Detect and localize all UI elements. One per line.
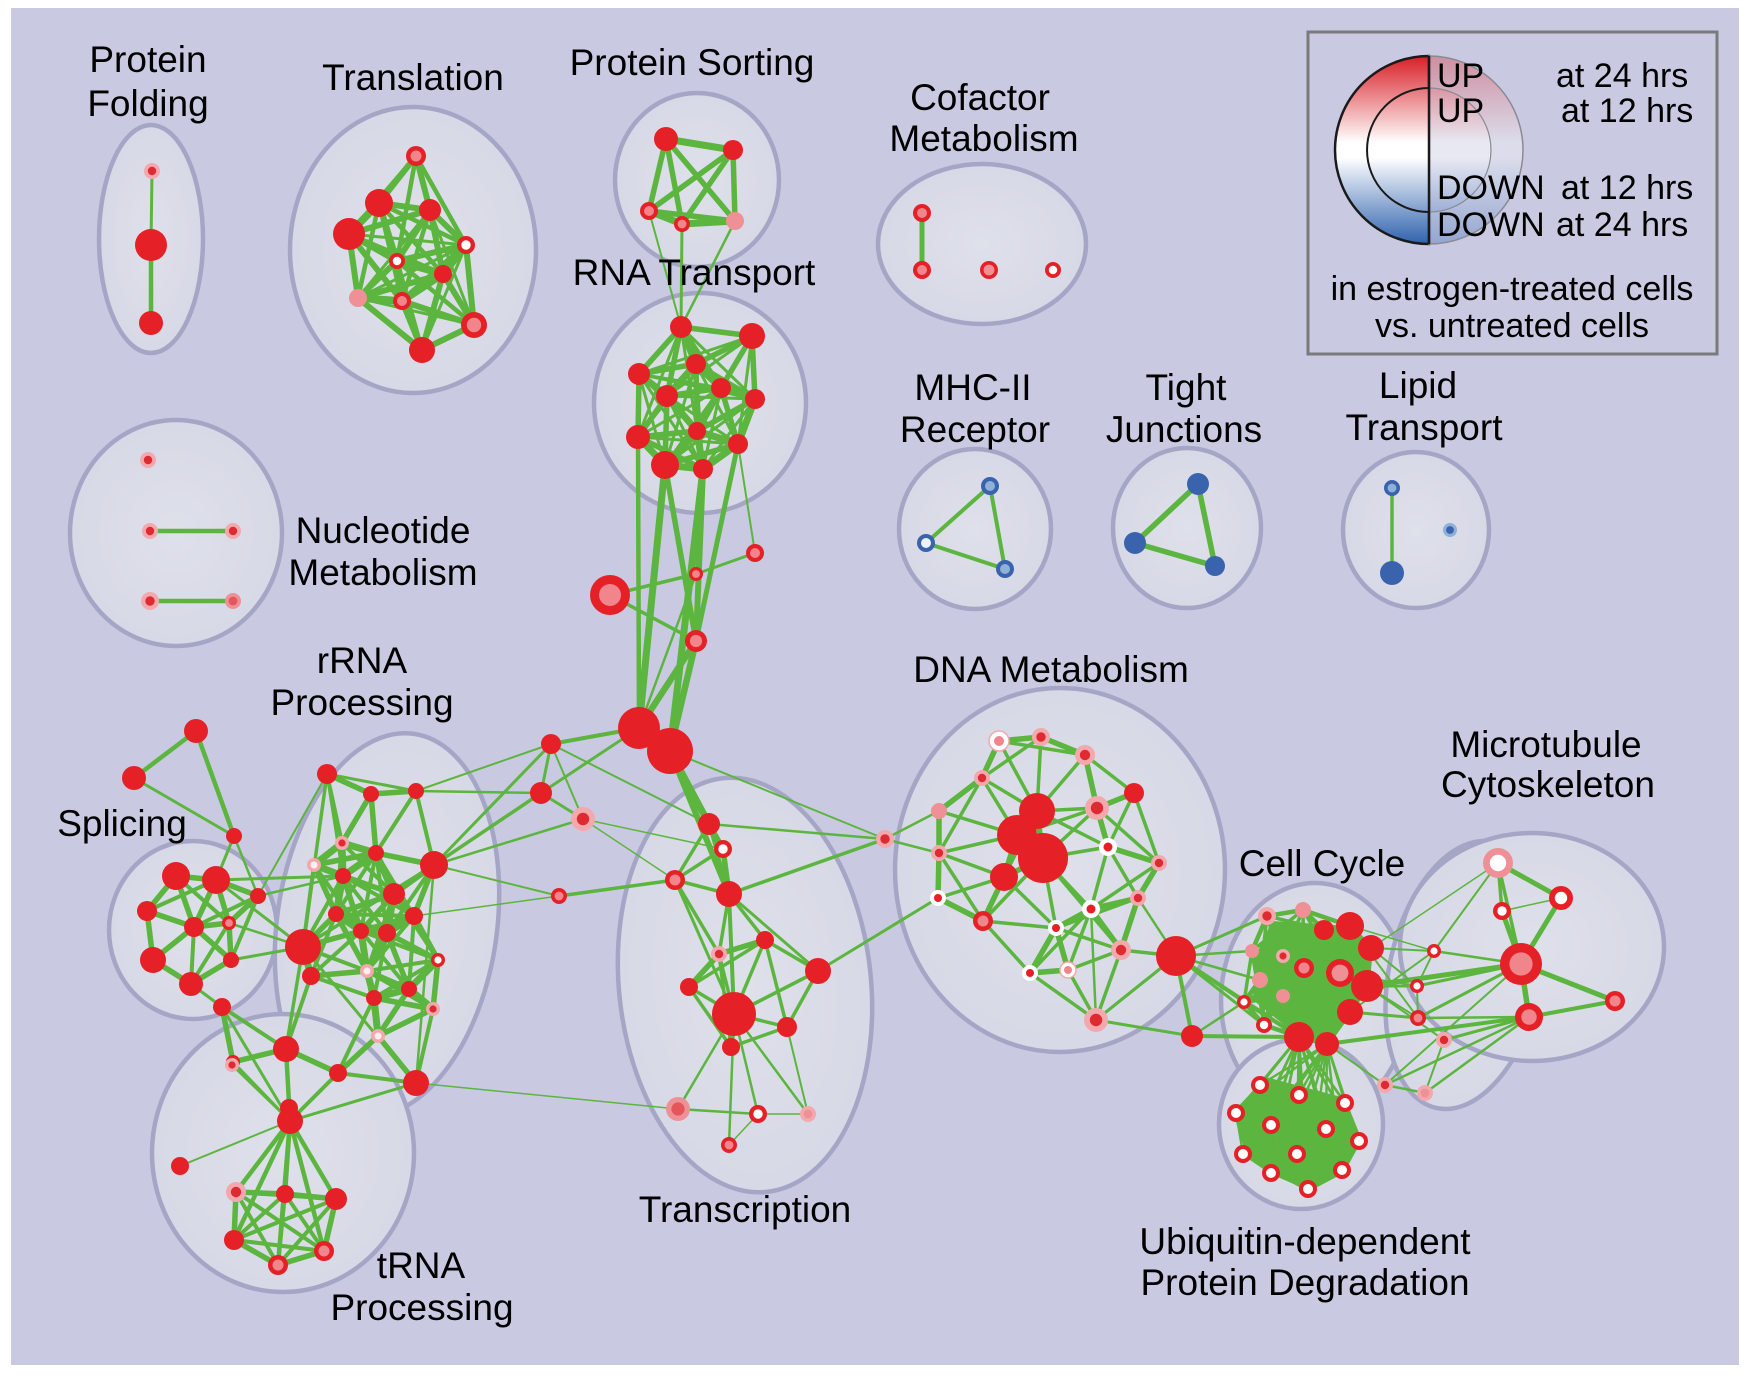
svg-text:Processing: Processing (330, 1287, 513, 1328)
svg-text:Lipid: Lipid (1379, 365, 1457, 406)
svg-text:Protein Degradation: Protein Degradation (1140, 1262, 1469, 1303)
svg-text:Ubiquitin-dependent: Ubiquitin-dependent (1139, 1221, 1471, 1262)
svg-text:Protein: Protein (89, 39, 206, 80)
svg-text:UP: UP (1437, 57, 1484, 95)
svg-text:at 12 hrs: at 12 hrs (1561, 169, 1693, 207)
svg-text:at 12 hrs: at 12 hrs (1561, 92, 1693, 130)
svg-text:Protein Sorting: Protein Sorting (570, 42, 815, 83)
svg-text:in estrogen-treated cells: in estrogen-treated cells (1331, 270, 1694, 308)
svg-text:Nucleotide: Nucleotide (296, 510, 471, 551)
svg-text:Processing: Processing (270, 682, 453, 723)
svg-text:DOWN: DOWN (1437, 169, 1545, 207)
svg-text:UP: UP (1437, 92, 1484, 130)
svg-text:Transcription: Transcription (639, 1189, 851, 1230)
svg-text:Metabolism: Metabolism (889, 118, 1078, 159)
svg-text:Microtubule: Microtubule (1450, 724, 1641, 765)
svg-text:Cell Cycle: Cell Cycle (1239, 843, 1406, 884)
svg-text:Splicing: Splicing (57, 803, 187, 844)
svg-text:MHC-II: MHC-II (914, 367, 1031, 408)
svg-text:DNA Metabolism: DNA Metabolism (913, 649, 1189, 690)
svg-text:RNA Transport: RNA Transport (573, 252, 816, 293)
svg-text:Cytoskeleton: Cytoskeleton (1441, 764, 1655, 805)
svg-text:Receptor: Receptor (900, 409, 1050, 450)
svg-text:Junctions: Junctions (1106, 409, 1262, 450)
svg-text:Tight: Tight (1146, 367, 1228, 408)
svg-text:Cofactor: Cofactor (910, 77, 1050, 118)
svg-text:Metabolism: Metabolism (288, 552, 477, 593)
svg-text:tRNA: tRNA (377, 1245, 466, 1286)
svg-text:Transport: Transport (1346, 407, 1504, 448)
svg-text:vs. untreated cells: vs. untreated cells (1375, 307, 1649, 345)
svg-text:Folding: Folding (87, 83, 208, 124)
svg-text:rRNA: rRNA (317, 640, 408, 681)
svg-text:Translation: Translation (322, 57, 504, 98)
svg-text:at 24 hrs: at 24 hrs (1556, 206, 1688, 244)
svg-text:DOWN: DOWN (1437, 206, 1545, 244)
svg-text:at 24 hrs: at 24 hrs (1556, 57, 1688, 95)
